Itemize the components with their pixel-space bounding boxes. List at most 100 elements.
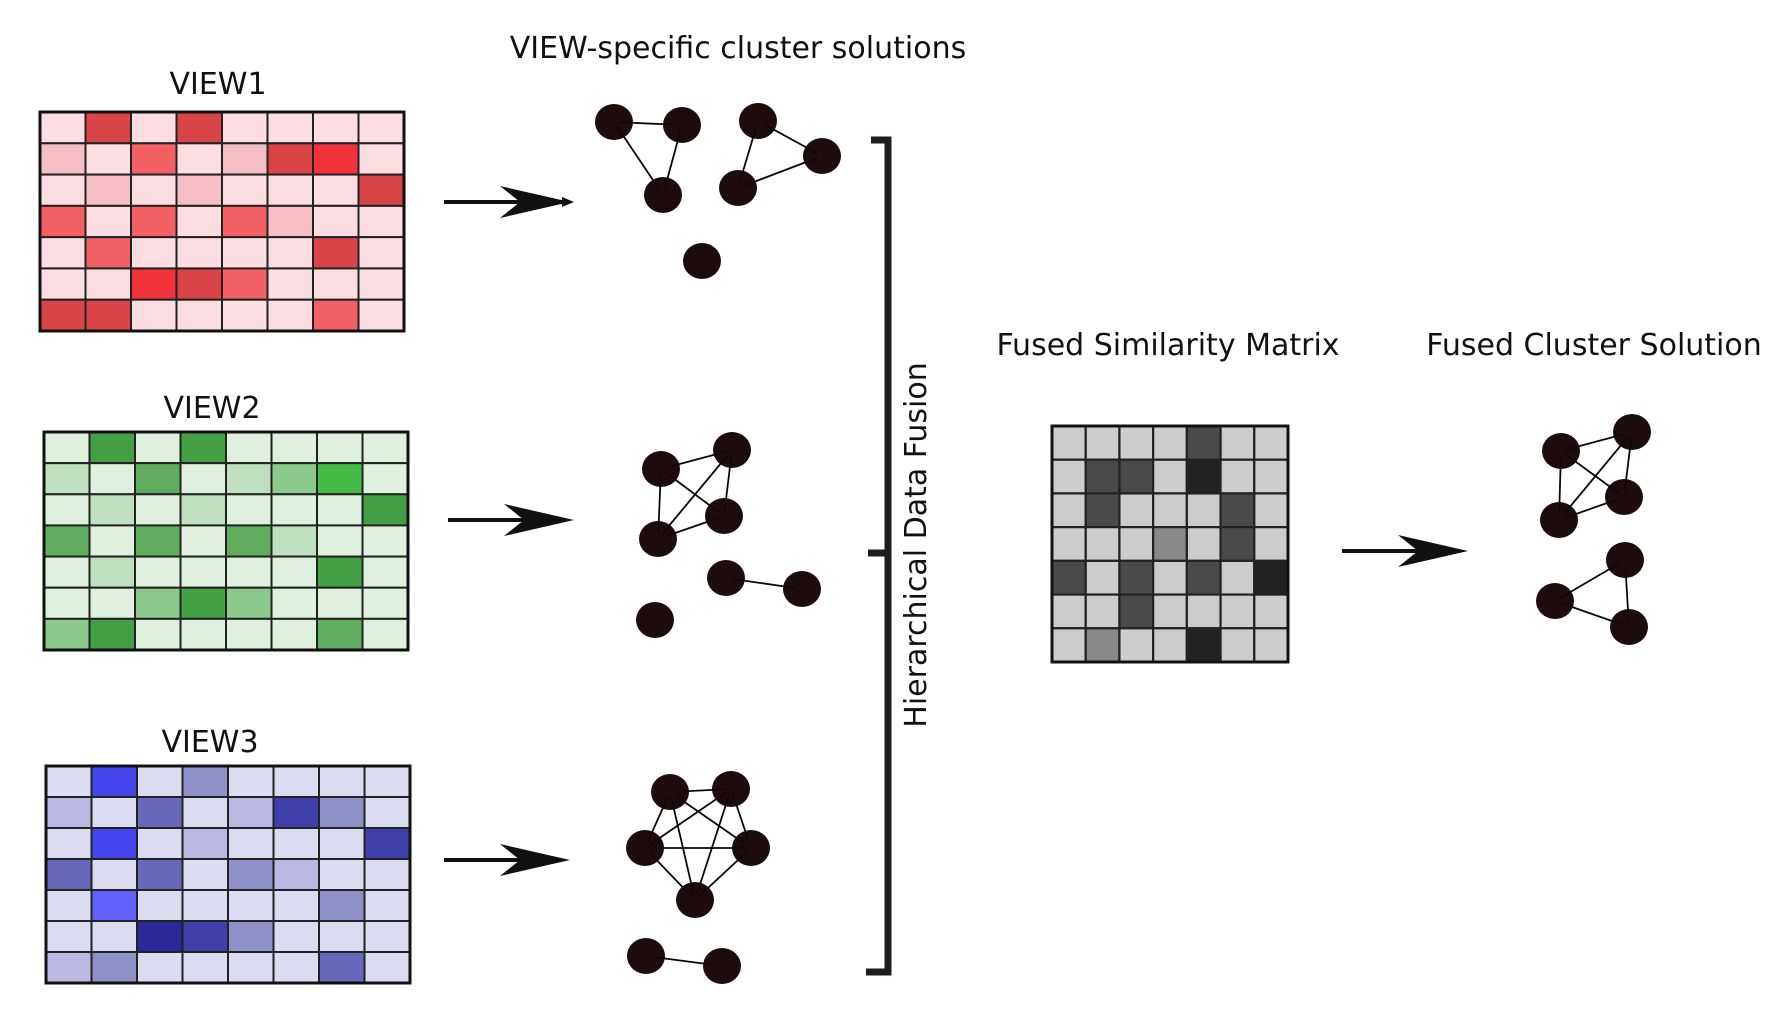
view3-matrix-cell <box>363 920 411 953</box>
view3-graph-node <box>712 771 750 807</box>
view1-matrix-cell <box>175 142 223 176</box>
view1-matrix-cell <box>175 236 223 270</box>
view1-matrix-cell <box>221 173 269 207</box>
view1-matrix-cell <box>130 173 178 207</box>
view1-graph-edge-overlay <box>739 126 757 183</box>
view1-matrix-cell <box>39 173 87 207</box>
fused-matrix-cell <box>1084 492 1121 529</box>
view2-graph-node <box>705 498 743 534</box>
view1-cluster-graph <box>595 103 841 279</box>
view2-matrix-cell <box>88 524 136 558</box>
fused-graph-edge-overlay <box>1565 454 1620 494</box>
view2-matrix-cell <box>43 586 91 620</box>
fused-matrix-cell <box>1050 526 1087 562</box>
fused-matrix-cell <box>1050 458 1087 495</box>
view3-matrix-cell <box>363 951 411 984</box>
view3-graph-edge-overlay <box>648 851 692 897</box>
view3-matrix-cell <box>45 858 93 891</box>
view3-matrix-cell <box>181 827 229 860</box>
view1-graph-node <box>644 177 682 213</box>
view3-matrix-cell <box>90 920 138 953</box>
fused-matrix-cell <box>1084 593 1121 630</box>
view2-matrix-cell <box>316 617 364 651</box>
view1-matrix-cell <box>130 142 178 176</box>
view2-matrix-cell <box>270 555 318 589</box>
view3-matrix-cell <box>227 951 275 984</box>
fused-matrix-cell <box>1253 492 1290 529</box>
view1-title: VIEW1 <box>169 67 266 102</box>
fused-graph-edge-overlay <box>1624 565 1630 622</box>
view1-matrix-cell <box>130 236 178 270</box>
view2-matrix-cell <box>361 524 409 558</box>
fused-matrix-cell <box>1219 559 1256 596</box>
view2-matrix-cell <box>361 493 409 527</box>
view1-matrix-cell <box>39 236 87 270</box>
fused-matrix-cell <box>1185 593 1222 630</box>
fused-matrix-cell <box>1050 593 1087 630</box>
fused-graph-node <box>1605 479 1643 515</box>
view3-matrix-cell <box>181 858 229 891</box>
fused-matrix-cell <box>1253 424 1290 461</box>
fused-matrix-cell <box>1050 424 1087 461</box>
view2-cluster-graph <box>636 432 821 638</box>
view3-matrix-cell <box>45 920 93 953</box>
view1-matrix-cell <box>175 111 223 145</box>
view2-graph-edge-overlay <box>666 450 727 469</box>
arrow-head-view2 <box>504 504 574 536</box>
view1-matrix-cell <box>266 111 314 145</box>
view1-matrix-cell <box>84 142 132 176</box>
fusion-label: Hierarchical Data Fusion <box>899 362 934 727</box>
view3-matrix-cell <box>227 796 275 829</box>
view3-matrix-cell <box>90 827 138 860</box>
fused-graph-node <box>1606 542 1644 578</box>
view2-matrix-cell <box>361 431 409 465</box>
fused-matrix-cell <box>1185 424 1222 461</box>
view2-matrix-cell <box>134 617 182 651</box>
view1-matrix-cell <box>357 267 405 301</box>
view3-matrix-cell <box>45 827 93 860</box>
view3-graph-edge-overlay <box>651 956 717 966</box>
view3-graph-node <box>651 774 689 810</box>
view1-matrix-cell <box>130 111 178 145</box>
view3-matrix-cell <box>136 951 184 984</box>
view3-matrix-cell <box>318 889 366 922</box>
view1-matrix-cell <box>266 267 314 301</box>
view1-matrix-cell <box>39 142 87 176</box>
view1-matrix-cell <box>39 111 87 145</box>
view2-matrix-cell <box>316 524 364 558</box>
view2-matrix-cell <box>225 431 273 465</box>
fused-similarity-matrix <box>1050 424 1290 664</box>
view2-matrix-cell <box>316 462 364 496</box>
fused-graph-node <box>1540 502 1578 538</box>
fused-matrix-cell <box>1050 492 1087 529</box>
view2-matrix-cell <box>88 462 136 496</box>
view3-matrix-cell <box>181 889 229 922</box>
view3-matrix-cell <box>318 858 366 891</box>
view2-title: VIEW2 <box>163 391 260 426</box>
view3-graph-node <box>626 830 664 866</box>
view3-matrix-cell <box>181 765 229 798</box>
view1-matrix-cell <box>84 111 132 145</box>
view3-matrix-cell <box>136 796 184 829</box>
fused-graph-edge-overlay <box>1562 436 1629 516</box>
view2-graph-edge-overlay <box>661 454 729 535</box>
view2-graph-node <box>636 602 674 638</box>
view1-matrix-cell <box>221 298 269 332</box>
view3-matrix-cell <box>45 951 93 984</box>
view1-matrix-cell <box>84 173 132 207</box>
view2-graph-node <box>707 560 745 596</box>
view3-matrix-cell <box>90 858 138 891</box>
view2-matrix-cell <box>179 462 227 496</box>
view2-graph-node <box>713 432 751 468</box>
view1-matrix-cell <box>175 298 223 332</box>
view1-matrix-cell <box>39 204 87 239</box>
fused-graph-edge-overlay <box>1624 437 1632 492</box>
view1-graph-node <box>739 103 777 139</box>
fused-matrix-cell <box>1050 627 1087 664</box>
view2-matrix-cell <box>270 617 318 651</box>
fused-matrix-cell <box>1118 526 1155 562</box>
view2-matrix-cell <box>88 431 136 465</box>
view1-matrix <box>38 110 406 333</box>
fused-matrix-cell <box>1152 492 1188 529</box>
view3-title: VIEW3 <box>161 725 258 760</box>
